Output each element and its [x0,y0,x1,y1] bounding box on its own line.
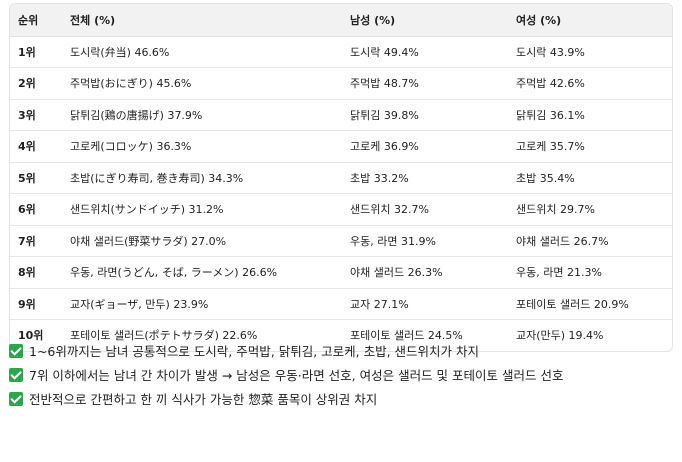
cell-total: 초밥(にぎり寿司, 巻き寿司) 34.3% [62,162,342,194]
table-row: 4위 고로케(コロッケ) 36.3% 고로케 36.9% 고로케 35.7% [10,130,672,163]
cell-total: 우동, 라면(うどん, そば, ラーメン) 26.6% [62,256,342,289]
cell-male: 도시락 49.4% [342,36,508,68]
cell-total: 닭튀김(鶏の唐揚げ) 37.9% [62,99,342,131]
cell-female: 야채 샐러드 26.7% [508,225,672,257]
note-text: 7위 이하에서는 남녀 간 차이가 발생 → 남성은 우동·라면 선호, 여성은… [29,368,564,383]
cell-rank: 1위 [10,36,62,68]
table-row: 1위 도시락(弁当) 46.6% 도시락 49.4% 도시락 43.9% [10,36,672,68]
cell-total: 야채 샐러드(野菜サラダ) 27.0% [62,225,342,257]
cell-total: 샌드위치(サンドイッチ) 31.2% [62,193,342,226]
table-row: 6위 샌드위치(サンドイッチ) 31.2% 샌드위치 32.7% 샌드위치 29.7% [10,193,672,226]
table-row: 8위 우동, 라면(うどん, そば, ラーメン) 26.6% 야채 샐러드 26.3… [10,256,672,289]
note-text: 전반적으로 간편하고 한 끼 식사가 가능한 惣菜 품목이 상위권 차지 [29,392,378,407]
table-row: 9위 교자(ギョーザ, 만두) 23.9% 교자 27.1% 포테이토 샐러드 20.… [10,288,672,320]
cell-male: 닭튀김 39.8% [342,99,508,131]
cell-female: 우동, 라면 21.3% [508,256,672,289]
header-female: 여성 (%) [508,4,672,37]
table-header-row: 순위 전체 (%) 남성 (%) 여성 (%) [10,4,672,37]
cell-total: 도시락(弁当) 46.6% [62,36,342,68]
cell-rank: 2위 [10,67,62,100]
cell-female: 초밥 35.4% [508,162,672,194]
note-item: 1~6위까지는 남녀 공통적으로 도시락, 주먹밥, 닭튀김, 고로케, 초밥,… [9,340,674,364]
cell-male: 샌드위치 32.7% [342,193,508,226]
cell-female: 닭튀김 36.1% [508,99,672,131]
cell-male: 우동, 라면 31.9% [342,225,508,257]
cell-total: 포테이토 샐러드(ポテトサラダ) 22.6% [70,329,258,343]
cell-rank: 8위 [10,256,62,289]
cell-male: 고로케 36.9% [342,130,508,163]
cell-male: 포테이토 샐러드 24.5% [350,329,463,343]
cell-total: 고로케(コロッケ) 36.3% [62,130,342,163]
table-row: 5위 초밥(にぎり寿司, 巻き寿司) 34.3% 초밥 33.2% 초밥 35.4% [10,162,672,194]
cell-rank: 5위 [10,162,62,194]
summary-notes: 1~6위까지는 남녀 공통적으로 도시락, 주먹밥, 닭튀김, 고로케, 초밥,… [9,340,674,412]
cell-male: 초밥 33.2% [342,162,508,194]
check-box-icon [9,368,23,382]
cell-female: 주먹밥 42.6% [508,67,672,100]
cell-total: 주먹밥(おにぎり) 45.6% [62,67,342,100]
ranking-table-container: 순위 전체 (%) 남성 (%) 여성 (%) 1위 도시락(弁当) 46.6% 도… [9,3,673,352]
header-rank: 순위 [10,4,62,37]
cell-female: 포테이토 샐러드 20.9% [508,288,672,320]
cell-female: 도시락 43.9% [508,36,672,68]
check-box-icon [9,344,23,358]
cell-rank: 7위 [10,225,62,257]
cell-total: 교자(ギョーザ, 만두) 23.9% [62,288,342,320]
cell-male: 야채 샐러드 26.3% [342,256,508,289]
table-row: 10위 포테이토 샐러드(ポテトサラダ) 22.6% 포테이토 샐러드 24.5% 교… [10,320,672,351]
cell-rank: 6위 [10,193,62,226]
header-total: 전체 (%) [62,4,342,37]
note-item: 전반적으로 간편하고 한 끼 식사가 가능한 惣菜 품목이 상위권 차지 [9,388,674,412]
cell-female: 고로케 35.7% [508,130,672,163]
table-row: 7위 야채 샐러드(野菜サラダ) 27.0% 우동, 라면 31.9% 야채 샐러드 … [10,225,672,257]
check-box-icon [9,392,23,406]
note-item: 7위 이하에서는 남녀 간 차이가 발생 → 남성은 우동·라면 선호, 여성은… [9,364,674,388]
cell-rank: 3위 [10,99,62,131]
cell-rank: 10위 [18,329,44,343]
cell-female: 샌드위치 29.7% [508,193,672,226]
cell-rank: 4위 [10,130,62,163]
cell-male: 교자 27.1% [342,288,508,320]
ranking-table: 순위 전체 (%) 남성 (%) 여성 (%) 1위 도시락(弁当) 46.6% 도… [10,4,672,351]
header-male: 남성 (%) [342,4,508,37]
cell-male: 주먹밥 48.7% [342,67,508,100]
table-row: 3위 닭튀김(鶏の唐揚げ) 37.9% 닭튀김 39.8% 닭튀김 36.1% [10,99,672,131]
cell-rank: 9위 [10,288,62,320]
note-text: 1~6위까지는 남녀 공통적으로 도시락, 주먹밥, 닭튀김, 고로케, 초밥,… [29,344,480,359]
cell-female: 교자(만두) 19.4% [516,329,604,343]
table-row: 2위 주먹밥(おにぎり) 45.6% 주먹밥 48.7% 주먹밥 42.6% [10,67,672,100]
